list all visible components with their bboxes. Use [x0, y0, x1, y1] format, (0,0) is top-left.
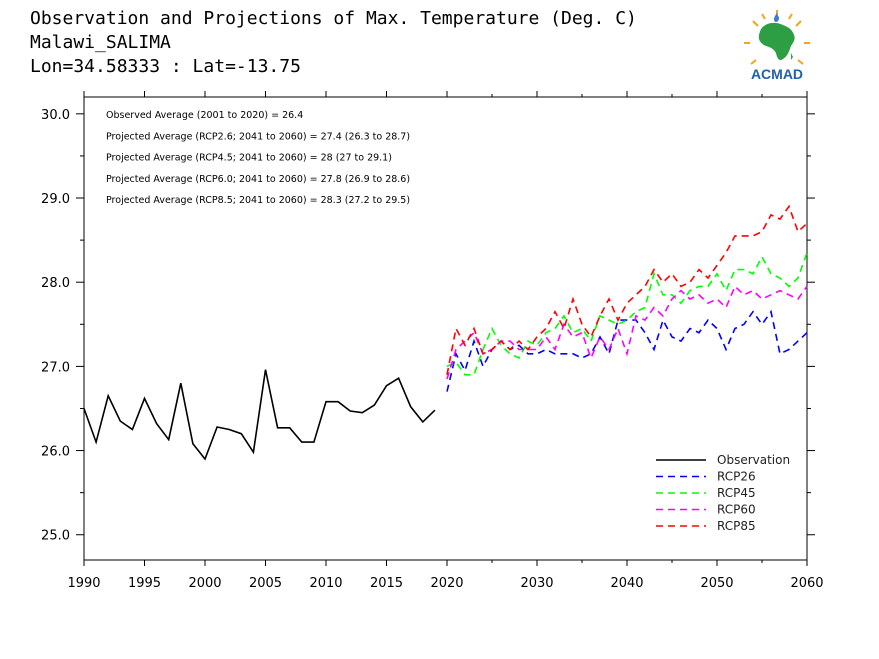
legend-label: RCP45 [717, 486, 756, 500]
x-tick-label: 2005 [249, 576, 282, 591]
y-tick-label: 29.0 [41, 192, 70, 207]
x-tick-label: 2040 [610, 576, 643, 591]
y-tick-label: 25.0 [41, 529, 70, 544]
legend-label: RCP60 [717, 503, 756, 517]
x-tick-label: 2060 [790, 576, 823, 591]
x-tick-label: 1990 [67, 576, 100, 591]
x-tick-label: 2010 [309, 576, 342, 591]
location-label: Malawi_SALIMA [30, 32, 171, 53]
x-tick-label: 2000 [188, 576, 221, 591]
y-tick-label: 28.0 [41, 276, 70, 291]
acmad-logo: ACMAD [736, 6, 818, 84]
africa-map-logo-icon: ACMAD [744, 10, 810, 82]
axis-ticks [76, 91, 815, 566]
chart-title: Observation and Projections of Max. Temp… [30, 8, 637, 29]
y-tick-label: 30.0 [41, 108, 70, 123]
x-tick-label: 2020 [430, 576, 463, 591]
average-annotation: Projected Average (RCP2.6; 2041 to 2060)… [106, 131, 410, 142]
average-annotation: Observed Average (2001 to 2020) = 26.4 [106, 110, 303, 121]
x-tick-label: 2050 [700, 576, 733, 591]
coordinates-label: Lon=34.58333 : Lat=-13.75 [30, 56, 301, 77]
series-line-rcp85 [446, 204, 808, 375]
series-line-observation [83, 369, 436, 461]
y-axis-labels: 25.0 26.0 27.0 28.0 29.0 30.0 [41, 108, 70, 544]
annotations: Observed Average (2001 to 2020) = 26.4 Pr… [106, 110, 410, 206]
series-line-rcp45 [446, 252, 808, 376]
legend-label: RCP26 [717, 470, 756, 484]
series-line-rcp26 [446, 309, 808, 392]
legend: Observation RCP26 RCP45 RCP60 RCP85 [656, 453, 790, 533]
series-line-rcp60 [446, 285, 808, 380]
legend-label: Observation [717, 453, 790, 467]
plot-frame [83, 96, 808, 561]
x-tick-label: 2030 [520, 576, 553, 591]
series-lines [83, 204, 808, 461]
y-tick-label: 27.0 [41, 360, 70, 375]
average-annotation: Projected Average (RCP8.5; 2041 to 2060)… [106, 195, 410, 206]
average-annotation: Projected Average (RCP6.0; 2041 to 2060)… [106, 174, 410, 185]
legend-label: RCP85 [717, 519, 756, 533]
x-tick-label: 2015 [370, 576, 403, 591]
x-axis-labels: 1990 1995 2000 2005 2010 2015 2020 2030 2040 2050… [67, 576, 823, 591]
x-tick-label: 1995 [128, 576, 161, 591]
average-annotation: Projected Average (RCP4.5; 2041 to 2060)… [106, 153, 392, 164]
y-tick-label: 26.0 [41, 445, 70, 460]
logo-text: ACMAD [751, 66, 803, 82]
